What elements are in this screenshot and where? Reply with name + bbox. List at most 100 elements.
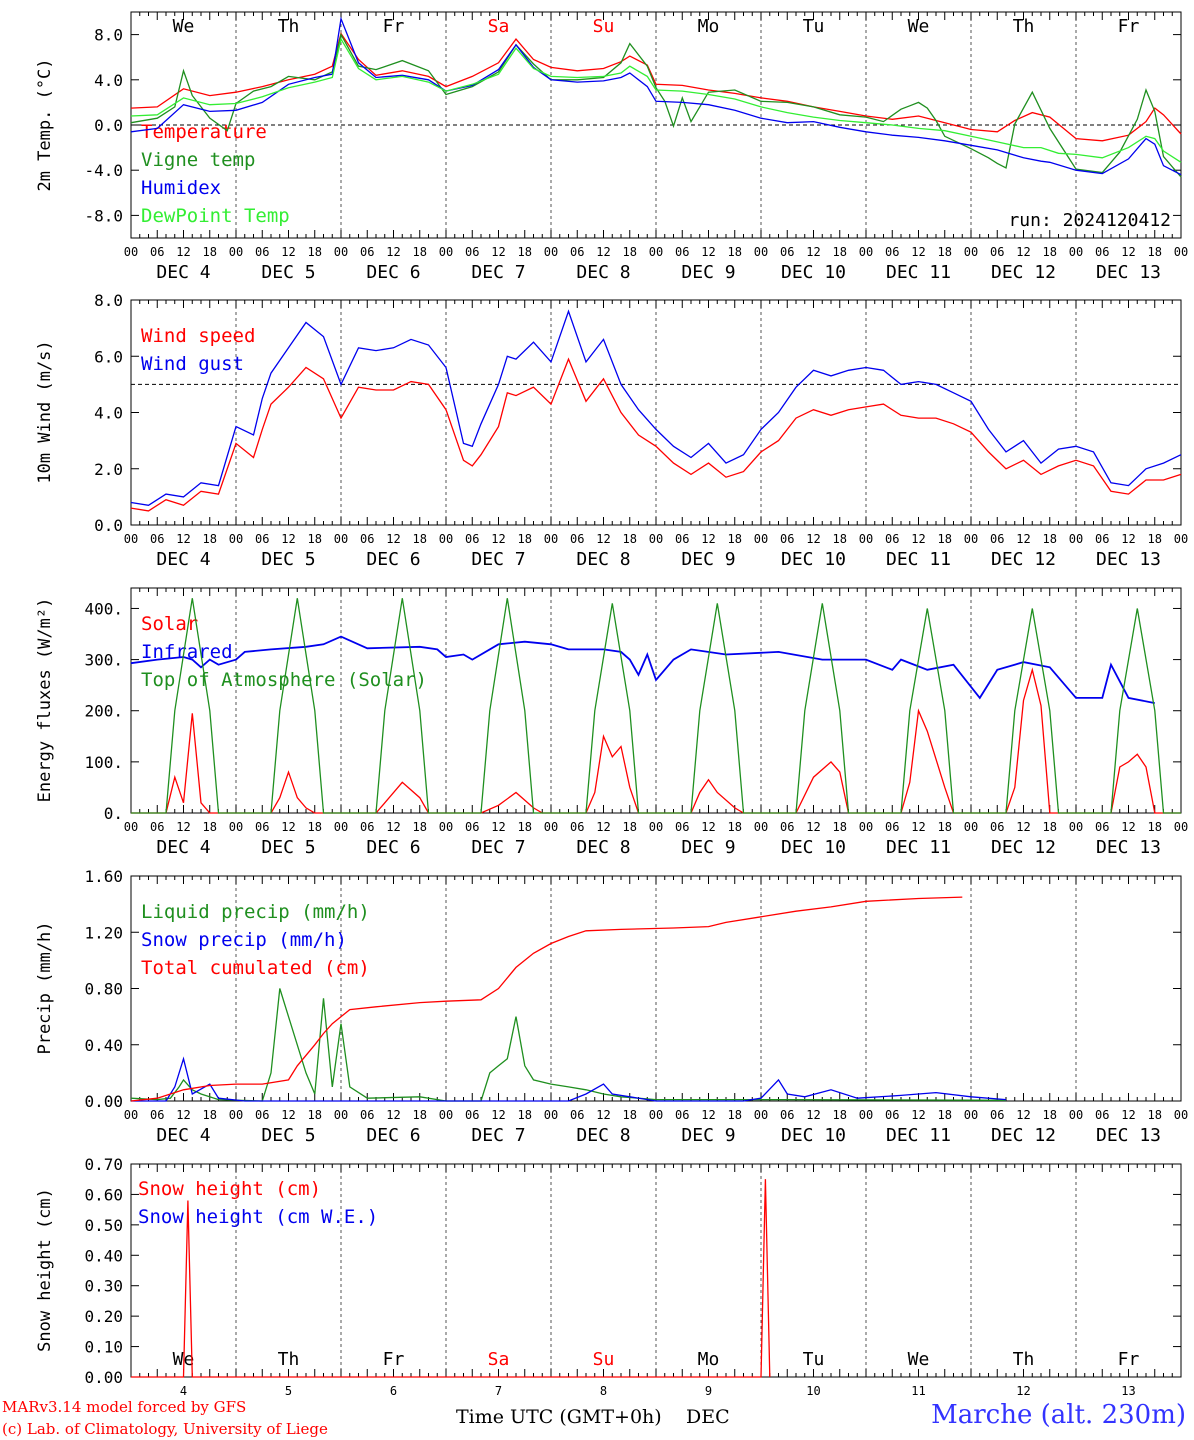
hour-tick-label: 06 xyxy=(255,820,269,834)
y-axis-label: 2m Temp. (°C) xyxy=(35,58,55,191)
y-tick-label: 1.60 xyxy=(84,867,123,886)
hour-tick-label: 00 xyxy=(124,820,138,834)
date-label: DEC 8 xyxy=(576,262,630,283)
hour-tick-label: 12 xyxy=(176,1108,190,1122)
weekday-label: We xyxy=(908,16,930,37)
hour-tick-label: 18 xyxy=(413,1108,427,1122)
hour-tick-label: 12 xyxy=(806,532,820,546)
hour-tick-label: 06 xyxy=(990,532,1004,546)
hour-tick-label: 00 xyxy=(1174,245,1188,259)
hour-tick-label: 00 xyxy=(649,532,663,546)
hour-tick-label: 18 xyxy=(308,532,322,546)
hour-tick-label: 18 xyxy=(1043,1108,1057,1122)
day-number-label: 9 xyxy=(705,1384,712,1398)
hour-tick-label: 00 xyxy=(229,1108,243,1122)
hour-tick-label: 06 xyxy=(465,245,479,259)
hour-tick-label: 06 xyxy=(780,245,794,259)
date-label: DEC 11 xyxy=(886,1125,951,1146)
date-label: DEC 11 xyxy=(886,262,951,283)
date-label: DEC 10 xyxy=(781,549,846,570)
hour-tick-label: 18 xyxy=(518,1108,532,1122)
hour-tick-label: 06 xyxy=(675,245,689,259)
date-label: DEC 8 xyxy=(576,549,630,570)
hour-tick-label: 12 xyxy=(176,532,190,546)
hour-tick-label: 18 xyxy=(623,532,637,546)
hour-tick-label: 18 xyxy=(413,820,427,834)
hour-tick-label: 06 xyxy=(360,245,374,259)
y-tick-label: 0.70 xyxy=(84,1155,123,1174)
model-credit: MARv3.14 model forced by GFS xyxy=(2,1398,247,1416)
series-line-vigne-temp xyxy=(130,32,1182,178)
hour-tick-label: 18 xyxy=(1043,245,1057,259)
hour-tick-label: 18 xyxy=(1148,532,1162,546)
y-axis-label: Energy fluxes (W/m²) xyxy=(35,598,55,803)
day-number-label: 8 xyxy=(600,1384,607,1398)
hour-tick-label: 12 xyxy=(491,820,505,834)
hour-tick-label: 18 xyxy=(413,245,427,259)
date-label: DEC 12 xyxy=(991,549,1056,570)
legend-label: Temperature xyxy=(141,121,267,143)
day-number-label: 7 xyxy=(495,1384,502,1398)
hour-tick-label: 12 xyxy=(806,1108,820,1122)
date-label: DEC 4 xyxy=(156,549,210,570)
hour-tick-label: 00 xyxy=(649,245,663,259)
hour-tick-label: 12 xyxy=(911,820,925,834)
hour-tick-label: 00 xyxy=(964,245,978,259)
date-label: DEC 8 xyxy=(576,1125,630,1146)
legend-label: Snow height (cm W.E.) xyxy=(138,1206,378,1228)
hour-tick-label: 18 xyxy=(728,1108,742,1122)
y-axis-label: 10m Wind (m/s) xyxy=(35,340,55,483)
hour-tick-label: 00 xyxy=(649,1108,663,1122)
legend-label: Total cumulated (cm) xyxy=(141,957,370,979)
hour-tick-label: 18 xyxy=(728,245,742,259)
legend-label: DewPoint Temp xyxy=(141,205,290,227)
date-label: DEC 6 xyxy=(366,549,420,570)
weekday-label: Fr xyxy=(383,1349,405,1370)
y-tick-label: 0.60 xyxy=(84,1185,123,1204)
series-line-total-cumulated-cm- xyxy=(130,896,963,1102)
y-tick-label: -8.0 xyxy=(84,206,123,225)
hour-tick-label: 18 xyxy=(623,820,637,834)
date-label: DEC 10 xyxy=(781,1125,846,1146)
hour-tick-label: 00 xyxy=(334,532,348,546)
hour-tick-label: 18 xyxy=(728,532,742,546)
hour-tick-label: 00 xyxy=(439,1108,453,1122)
hour-tick-label: 18 xyxy=(1148,245,1162,259)
hour-tick-label: 00 xyxy=(859,532,873,546)
hour-tick-label: 00 xyxy=(754,245,768,259)
date-label: DEC 13 xyxy=(1096,837,1161,858)
series-line-snow-precip-mm-h- xyxy=(131,1056,1007,1102)
y-tick-label: 0.00 xyxy=(84,1368,123,1387)
legend-label: Solar xyxy=(141,613,198,635)
hour-tick-label: 12 xyxy=(281,1108,295,1122)
hour-tick-label: 06 xyxy=(360,532,374,546)
hour-tick-label: 06 xyxy=(150,820,164,834)
weekday-label: Mo xyxy=(698,1349,720,1370)
hour-tick-label: 18 xyxy=(938,820,952,834)
y-tick-label: 8.0 xyxy=(94,291,123,310)
legend-label: Vigne temp xyxy=(141,149,255,171)
date-label: DEC 6 xyxy=(366,837,420,858)
date-label: DEC 4 xyxy=(156,1125,210,1146)
hour-tick-label: 06 xyxy=(885,245,899,259)
hour-tick-label: 06 xyxy=(360,820,374,834)
hour-tick-label: 12 xyxy=(701,820,715,834)
hour-tick-label: 00 xyxy=(229,820,243,834)
hour-tick-label: 06 xyxy=(780,820,794,834)
hour-tick-label: 18 xyxy=(938,532,952,546)
hour-tick-label: 18 xyxy=(938,1108,952,1122)
hour-tick-label: 18 xyxy=(203,820,217,834)
y-tick-label: 0.40 xyxy=(84,1246,123,1265)
hour-tick-label: 12 xyxy=(1016,820,1030,834)
series-line-wind-speed xyxy=(130,357,1182,512)
hour-tick-label: 18 xyxy=(833,1108,847,1122)
legend-label: Snow precip (mm/h) xyxy=(141,929,347,951)
hour-tick-label: 12 xyxy=(386,820,400,834)
y-tick-label: 200. xyxy=(84,702,123,721)
date-label: DEC 7 xyxy=(471,1125,525,1146)
date-label: DEC 13 xyxy=(1096,1125,1161,1146)
y-tick-label: 8.0 xyxy=(94,26,123,45)
hour-tick-label: 12 xyxy=(281,820,295,834)
xaxis-month: DEC xyxy=(686,1406,730,1428)
legend-label: Top of Atmosphere (Solar) xyxy=(141,669,427,691)
